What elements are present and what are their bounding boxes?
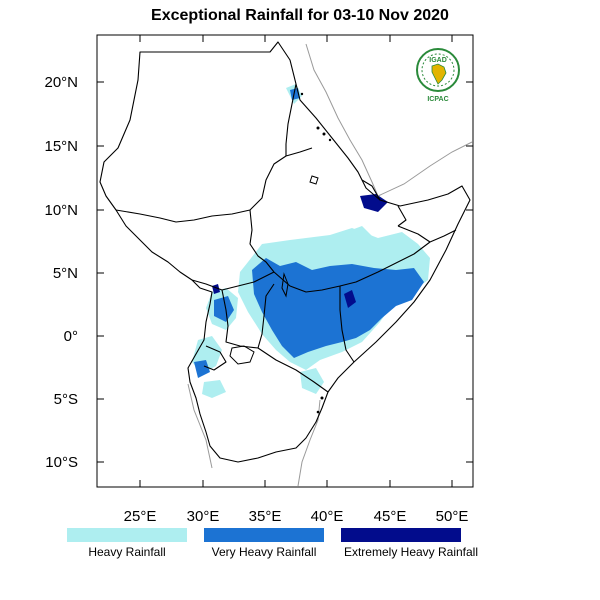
border-ethiopia-somalia <box>397 225 457 243</box>
border-sudan-south-sudan <box>115 147 313 223</box>
border-sudan-ethiopia <box>285 83 297 156</box>
lakes <box>229 175 319 365</box>
very-heavy-rainfall-patch <box>214 296 234 322</box>
map-frame <box>96 34 474 488</box>
longitude-labels: 25°E 30°E 35°E 40°E 45°E 50°E <box>124 508 469 525</box>
border-kenya-north <box>273 241 431 293</box>
border-somalia-north <box>397 205 407 227</box>
very-heavy-rainfall-areas <box>194 88 424 378</box>
gulf-of-aden-north-coast <box>377 141 473 197</box>
border-south-sudan-south <box>191 271 275 291</box>
igad-icpac-logo: IGAD ICPAC <box>416 48 460 103</box>
lake-tana <box>309 175 319 185</box>
logo-bottom-text: ICPAC <box>427 96 448 103</box>
extreme-rainfall-patch <box>360 194 388 212</box>
border-uganda <box>221 283 275 349</box>
red-sea-islands <box>300 92 332 414</box>
lon-label: 25°E <box>124 508 157 525</box>
border-kenya-tanzania <box>257 347 329 393</box>
very-heavy-rainfall-patch <box>194 360 210 378</box>
logo-top-text: IGAD <box>429 57 447 64</box>
lat-label: 15°N <box>44 138 78 155</box>
region-outline <box>99 41 471 463</box>
legend-swatch-heavy <box>67 528 187 542</box>
extreme-rainfall-patch <box>344 290 356 308</box>
rainfall-areas <box>192 84 430 398</box>
lat-label: 20°N <box>44 74 78 91</box>
lake-outline <box>187 383 213 469</box>
legend-label-extreme: Extremely Heavy Rainfall <box>344 545 478 559</box>
border-djibouti <box>361 179 381 201</box>
lon-label: 40°E <box>311 508 344 525</box>
outer-coastlines <box>187 43 473 487</box>
red-sea-east-coast <box>305 43 379 197</box>
map-title: Exceptional Rainfall for 03-10 Nov 2020 <box>151 7 449 24</box>
legend-swatch-extreme <box>341 528 461 542</box>
heavy-rainfall-patch <box>346 226 372 246</box>
legend-swatch-very-heavy <box>204 528 324 542</box>
logo-inner-icon <box>421 53 455 87</box>
extreme-rainfall-areas <box>212 194 388 308</box>
lat-label: 10°S <box>45 454 78 471</box>
lon-label: 50°E <box>436 508 469 525</box>
lake-turkana <box>281 272 289 298</box>
lat-label: 0° <box>64 328 78 345</box>
lat-label: 10°N <box>44 202 78 219</box>
legend: Heavy Rainfall Very Heavy Rainfall Extre… <box>67 528 478 559</box>
africa-silhouette-icon <box>431 63 447 85</box>
lat-label: 5°N <box>53 265 78 282</box>
lon-label: 35°E <box>249 508 282 525</box>
axis-ticks <box>97 35 473 487</box>
lon-label: 45°E <box>374 508 407 525</box>
border-kenya-somalia <box>339 286 355 363</box>
lon-label: 30°E <box>187 508 220 525</box>
country-borders <box>99 41 471 463</box>
legend-label-heavy: Heavy Rainfall <box>88 545 165 559</box>
border-rwanda-burundi <box>203 345 227 371</box>
lat-label: 5°S <box>54 391 78 408</box>
indian-ocean-coast-south <box>297 399 321 487</box>
heavy-rainfall-patch <box>202 380 226 398</box>
latitude-labels: 20°N 15°N 10°N 5°N 0° 5°S 10°S <box>44 74 78 471</box>
very-heavy-rainfall-patch <box>252 258 424 358</box>
lake-victoria <box>229 345 255 365</box>
legend-label-very-heavy: Very Heavy Rainfall <box>212 545 317 559</box>
border-ethiopia-south-sudan <box>249 209 275 273</box>
